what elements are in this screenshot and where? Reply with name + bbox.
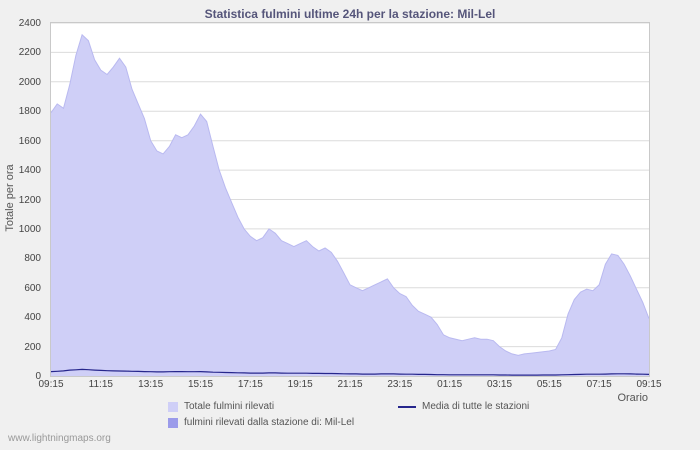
chart-title: Statistica fulmini ultime 24h per la sta… — [204, 7, 496, 21]
legend-item-station: fulmini rilevati dalla stazione di: Mil-… — [168, 417, 354, 428]
x-tick-label: 07:15 — [586, 379, 612, 390]
legend-label-station: fulmini rilevati dalla stazione di: Mil-… — [184, 417, 355, 428]
plot-area — [50, 22, 650, 377]
y-tick-label: 1600 — [18, 135, 41, 147]
legend-item-total: Totale fulmini rilevati — [168, 401, 274, 412]
y-tick-label: 600 — [24, 282, 41, 294]
x-tick-label: 05:15 — [536, 379, 562, 390]
legend-swatch-average-line — [398, 402, 416, 412]
area-chart — [51, 23, 649, 376]
y-tick-label: 1800 — [18, 106, 41, 118]
y-tick-label: 0 — [35, 371, 41, 382]
y-tick-label: 1000 — [18, 223, 41, 235]
y-tick-label: 2400 — [18, 18, 41, 29]
y-tick-label: 800 — [24, 253, 41, 265]
legend-swatch-station — [168, 417, 178, 428]
x-axis-label: Orario — [617, 392, 648, 404]
legend-swatch-total — [168, 401, 178, 412]
x-tick-label: 09:15 — [38, 379, 64, 390]
x-tick-label: 03:15 — [486, 379, 513, 390]
watermark-link[interactable]: www.lightningmaps.org — [8, 433, 111, 444]
x-tick-label: 23:15 — [387, 379, 413, 390]
y-axis-ticks: 0 200 400 600 800 1000 1200 1400 1600 1800 2000 220… — [0, 18, 45, 382]
legend-label-average: Media di tutte le stazioni — [422, 401, 530, 412]
y-tick-label: 2000 — [18, 76, 41, 88]
x-tick-label: 21:15 — [337, 379, 363, 390]
y-tick-label: 1400 — [18, 165, 41, 177]
y-tick-label: 1200 — [18, 194, 41, 206]
y-tick-label: 400 — [24, 312, 41, 324]
x-tick-label: 13:15 — [138, 379, 164, 390]
x-tick-label: 19:15 — [287, 379, 313, 390]
x-tick-label: 09:15 — [636, 379, 662, 390]
x-tick-label: 15:15 — [187, 379, 214, 390]
x-tick-label: 17:15 — [237, 379, 263, 390]
y-tick-label: 200 — [24, 341, 41, 353]
legend-item-average: Media di tutte le stazioni — [398, 401, 529, 412]
x-axis-ticks: 09:15 11:15 13:15 15:15 17:15 19:15 21:15 23:15… — [38, 379, 661, 391]
legend-label-total: Totale fulmini rilevati — [184, 401, 275, 412]
x-tick-label: 01:15 — [437, 379, 463, 390]
x-tick-label: 11:15 — [88, 379, 113, 390]
y-tick-label: 2200 — [18, 47, 41, 59]
